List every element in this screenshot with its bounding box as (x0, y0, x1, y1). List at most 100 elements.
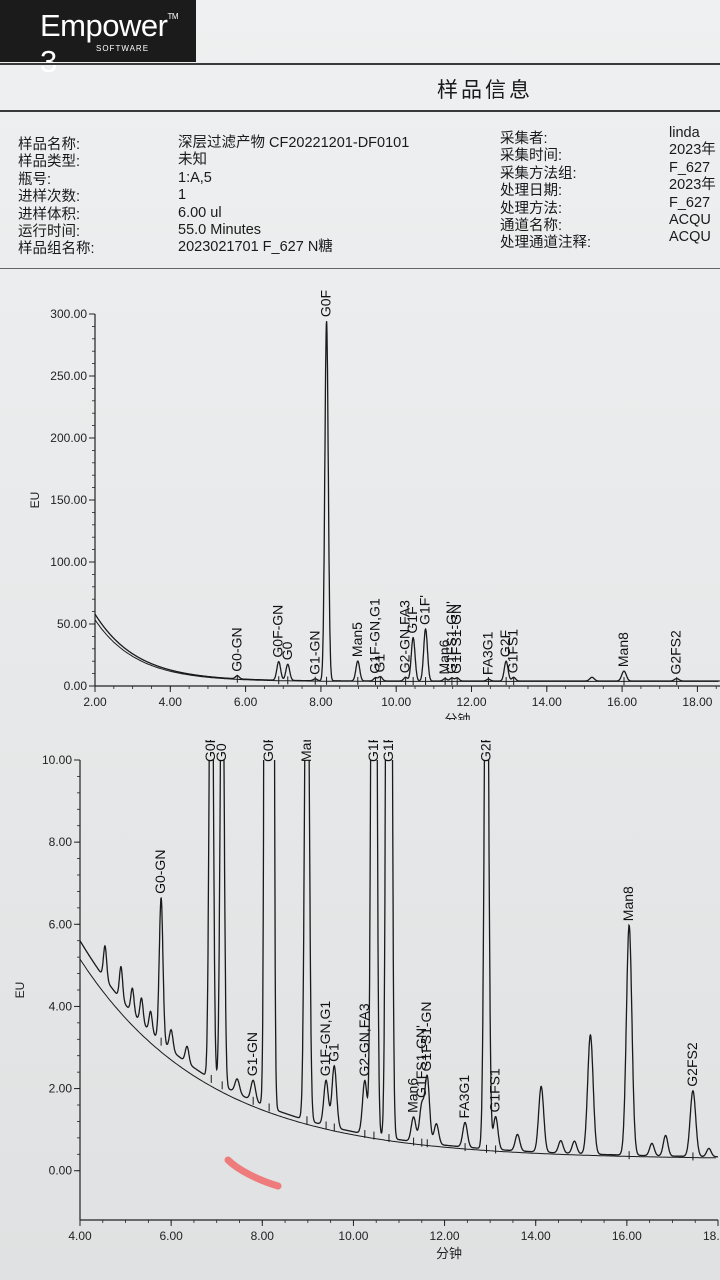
y-tick-label: 0.00 (49, 1164, 73, 1178)
x-tick-label: 10.00 (338, 1229, 368, 1243)
peak-label: Man6 (405, 1078, 421, 1113)
peak-label: G0F-GN (270, 605, 286, 658)
x-tick-label: 8.00 (309, 695, 333, 709)
info-value: ACQU (669, 211, 711, 228)
peak-label: Man5 (349, 622, 365, 657)
y-axis-label: EU (13, 982, 27, 999)
info-label: 处理方法: (500, 200, 563, 217)
y-tick-label: 150.00 (50, 493, 87, 507)
info-left-values: 深层过滤产物 CF20221201-DF0101 未知 1:A,5 1 6.00… (178, 135, 409, 257)
info-label: 采集时间: (500, 148, 563, 165)
peak-label: G1 (371, 654, 387, 673)
y-tick-label: 300.00 (50, 307, 87, 321)
peak-label: G0F (318, 290, 334, 317)
peak-label: G1-GN (306, 630, 322, 674)
info-label: 样品名称: (18, 137, 81, 153)
y-tick-label: 0.00 (64, 679, 88, 693)
peak-label: G1FS1 (487, 1068, 503, 1113)
peak-label: Man6 (436, 639, 452, 674)
peak-label: G0F-GN (202, 740, 218, 762)
peak-label: G1FS1-GN' (443, 601, 459, 674)
info-value: 1:A,5 (178, 169, 212, 186)
info-value: 未知 (178, 152, 207, 169)
info-label: 采集方法组: (500, 165, 577, 182)
peak-label: G2F (477, 740, 493, 762)
info-value: 1 (178, 187, 187, 204)
header-rule-top (0, 63, 720, 65)
peak-label: G1F' (380, 740, 396, 762)
info-value: 2023年 (669, 177, 716, 194)
baseline-curve (80, 958, 716, 1159)
peak-label: G1FS1-GN (448, 604, 464, 674)
peak-label: G1FS1-GN (418, 1001, 434, 1071)
peak-label: G1F-GN,G1 (317, 1001, 333, 1077)
y-axis-label: EU (28, 492, 42, 509)
x-tick-label: 16.00 (607, 695, 637, 709)
info-label: 进样体积: (18, 206, 81, 223)
x-tick-label: 12.00 (456, 695, 486, 709)
info-rule (0, 268, 720, 269)
x-tick-label: 6.00 (234, 695, 258, 709)
x-tick-label: 8.00 (251, 1229, 275, 1243)
x-tick-label: 18.00 (703, 1229, 720, 1243)
x-tick-label: 18.00 (682, 695, 712, 709)
peak-label: G1-GN (244, 1032, 260, 1076)
chromatogram-trace (95, 321, 720, 682)
x-tick-label: 6.00 (159, 1229, 183, 1243)
info-value: 2023年 (669, 142, 716, 159)
info-value: 6.00 ul (178, 204, 222, 221)
y-tick-label: 6.00 (49, 917, 73, 931)
logo-brand: EmpowerTM 3 (40, 8, 178, 79)
x-tick-label: 4.00 (159, 695, 183, 709)
x-tick-label: 10.00 (381, 695, 411, 709)
peak-label: G2F (497, 630, 513, 657)
info-value: F_627 (669, 159, 711, 176)
peak-label: G0F (260, 740, 276, 762)
page-title: 样品信息 (437, 79, 533, 102)
peak-label: G0 (279, 641, 295, 660)
y-tick-label: 4.00 (49, 999, 73, 1013)
peak-label: G1F (365, 740, 381, 762)
info-label: 处理日期: (500, 183, 563, 200)
x-tick-label: 12.00 (430, 1229, 460, 1243)
x-tick-label: 4.00 (68, 1229, 92, 1243)
info-label: 通道名称: (500, 217, 563, 234)
x-tick-label: 14.00 (532, 695, 562, 709)
info-label: 瓶号: (18, 171, 52, 188)
y-tick-label: 100.00 (50, 555, 87, 569)
y-tick-label: 2.00 (49, 1082, 73, 1096)
peak-label: Man5 (298, 740, 314, 762)
peak-label: G1F' (417, 595, 433, 625)
info-value: 深层过滤产物 CF20221201-DF0101 (178, 135, 410, 151)
y-tick-label: 10.00 (42, 753, 72, 767)
peak-label: G0-GN (228, 627, 244, 671)
peak-label: G2-GN,FA3 (397, 600, 413, 673)
info-label: 采集者: (500, 131, 548, 147)
chromatogram-zoom: 0.00 2.00 4.00 6.00 8.00 10.00 4.00 6.00 8.00 10.… (13, 740, 720, 1261)
x-tick-label: 16.00 (612, 1229, 642, 1243)
y-tick-label: 8.00 (49, 835, 73, 849)
info-value: F_627 (669, 194, 711, 211)
y-tick-label: 50.00 (57, 617, 87, 631)
peak-label: Man8 (615, 632, 631, 667)
chromatogram-trace (80, 760, 718, 1158)
info-value: 2023021701 F_627 N糖 (178, 239, 333, 256)
y-tick-label: 200.00 (50, 431, 87, 445)
info-right-values: linda 2023年 F_627 2023年 F_627 ACQU ACQU (669, 125, 716, 247)
peak-label: G1F-GN,G1 (366, 598, 382, 674)
info-label: 处理通道注释: (500, 235, 592, 252)
x-tick-label: 2.00 (83, 695, 107, 709)
info-value: ACQU (669, 229, 711, 246)
info-label: 运行时间: (18, 223, 81, 240)
peak-label: G0-GN (152, 850, 168, 894)
peak-label: Man8 (620, 886, 636, 921)
peak-label: G1F (404, 606, 420, 633)
logo-subtitle: SOFTWARE (96, 44, 150, 53)
peak-label: G2FS2 (684, 1042, 700, 1087)
info-label: 样品组名称: (18, 241, 95, 258)
info-value: linda (669, 125, 700, 141)
peak-label: G1FS1 (505, 629, 521, 674)
chromatogram-full: 0.00 50.00 100.00 150.00 200.00 250.00 300.00 2… (28, 290, 720, 720)
info-left-labels: 样品名称: 样品类型: 瓶号: 进样次数: 进样体积: 运行时间: 样品组名称: (18, 137, 95, 259)
